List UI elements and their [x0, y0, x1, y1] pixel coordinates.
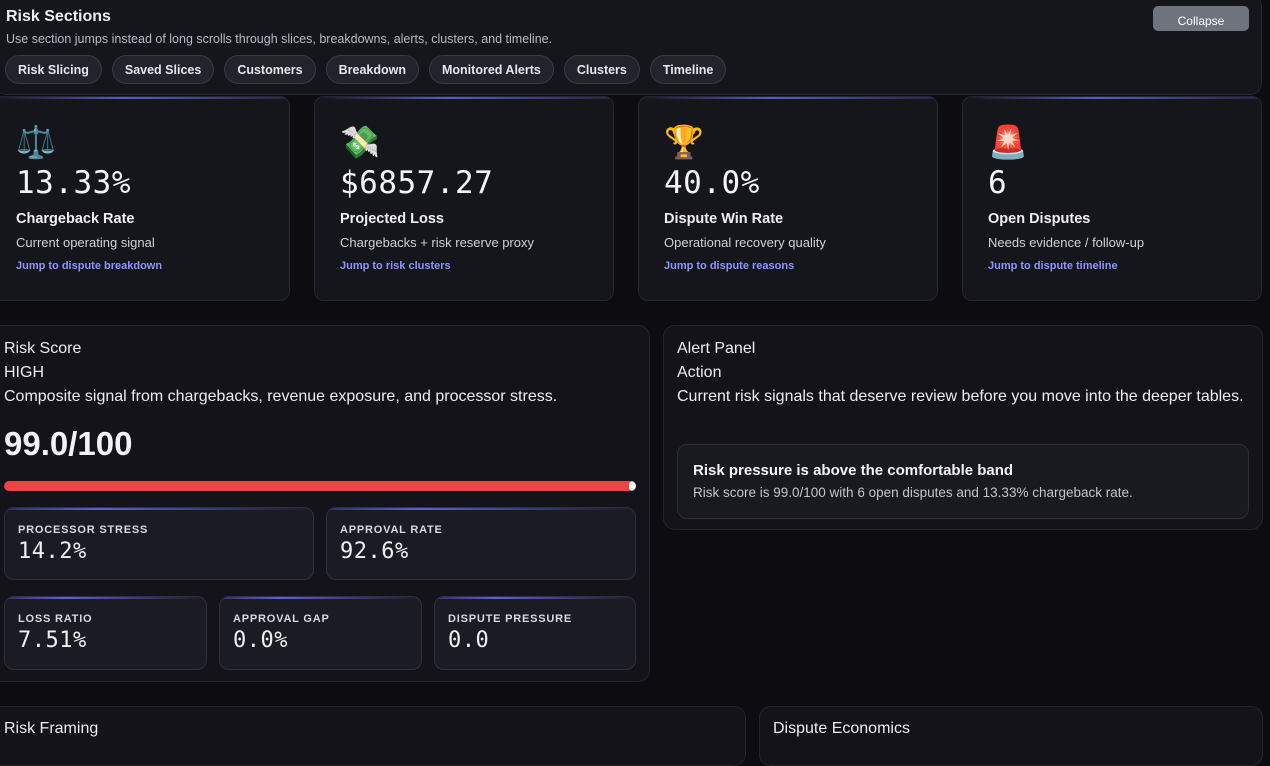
metric-label: PROCESSOR STRESS — [18, 524, 149, 536]
metric-dispute-pressure: DISPUTE PRESSURE 0.0 — [434, 596, 636, 670]
kpi-card-chargeback-rate: ⚖️ 13.33% Chargeback Rate Current operat… — [0, 96, 290, 301]
kpi-value: 40.0% — [664, 165, 760, 201]
kpi-description: Operational recovery quality — [664, 235, 826, 250]
kpi-label: Chargeback Rate — [16, 211, 135, 227]
metric-label: LOSS RATIO — [18, 613, 93, 625]
metric-value: 7.51% — [18, 628, 87, 653]
sections-subtitle: Use section jumps instead of long scroll… — [6, 32, 553, 46]
scales-icon: ⚖️ — [16, 124, 56, 160]
kpi-value: $6857.27 — [340, 165, 494, 201]
metric-value: 0.0% — [233, 628, 288, 653]
metric-value: 14.2% — [18, 539, 87, 564]
kpi-label: Dispute Win Rate — [664, 211, 784, 227]
kpi-description: Current operating signal — [16, 235, 155, 250]
chip-customers[interactable]: Customers — [224, 55, 316, 84]
metric-loss-ratio: LOSS RATIO 7.51% — [4, 596, 207, 670]
sections-title: Risk Sections — [6, 8, 111, 25]
alert-body: Risk score is 99.0/100 with 6 open dispu… — [693, 485, 1133, 500]
trophy-icon: 🏆 — [664, 124, 704, 160]
risk-level: HIGH — [4, 364, 44, 381]
metric-label: DISPUTE PRESSURE — [448, 613, 573, 625]
metric-approval-gap: APPROVAL GAP 0.0% — [219, 596, 422, 670]
kpi-card-dispute-win-rate: 🏆 40.0% Dispute Win Rate Operational rec… — [638, 96, 938, 301]
metric-value: 92.6% — [340, 539, 409, 564]
jump-link[interactable]: Jump to risk clusters — [340, 260, 451, 272]
money-wings-icon: 💸 — [340, 124, 380, 160]
risk-score-bar-cap — [629, 481, 636, 491]
metric-approval-rate: APPROVAL RATE 92.6% — [326, 507, 636, 580]
risk-framing-panel — [0, 706, 746, 766]
metric-value: 0.0 — [448, 628, 490, 653]
metric-processor-stress: PROCESSOR STRESS 14.2% — [4, 507, 314, 580]
kpi-description: Needs evidence / follow-up — [988, 235, 1145, 250]
kpi-card-open-disputes: 🚨 6 Open Disputes Needs evidence / follo… — [962, 96, 1262, 301]
chip-timeline[interactable]: Timeline — [649, 55, 727, 84]
dispute-economics-title: Dispute Economics — [773, 720, 910, 737]
chip-breakdown[interactable]: Breakdown — [325, 55, 419, 84]
kpi-value: 6 — [988, 165, 1008, 201]
alert-card: Risk pressure is above the comfortable b… — [677, 444, 1249, 519]
risk-framing-title: Risk Framing — [4, 720, 99, 737]
jump-link[interactable]: Jump to dispute reasons — [664, 260, 795, 272]
alert-panel-title: Alert Panel — [677, 340, 756, 357]
chip-risk-slicing[interactable]: Risk Slicing — [5, 55, 102, 84]
metric-label: APPROVAL GAP — [233, 613, 330, 625]
kpi-label: Projected Loss — [340, 211, 444, 227]
alert-title: Risk pressure is above the comfortable b… — [693, 462, 1014, 479]
metric-label: APPROVAL RATE — [340, 524, 443, 536]
alert-panel-subtitle: Action — [677, 364, 722, 381]
kpi-label: Open Disputes — [988, 211, 1091, 227]
kpi-description: Chargebacks + risk reserve proxy — [340, 235, 534, 250]
kpi-value: 13.33% — [16, 165, 131, 201]
risk-score-bar — [4, 481, 636, 491]
chip-saved-slices[interactable]: Saved Slices — [111, 55, 215, 84]
risk-score-description: Composite signal from chargebacks, reven… — [4, 388, 558, 405]
section-jump-chips: Risk Slicing Saved Slices Customers Brea… — [5, 55, 727, 84]
risk-score-title: Risk Score — [4, 340, 82, 357]
risk-score-value: 99.0/100 — [4, 425, 133, 462]
kpi-card-projected-loss: 💸 $6857.27 Projected Loss Chargebacks + … — [314, 96, 614, 301]
jump-link[interactable]: Jump to dispute timeline — [988, 260, 1118, 272]
chip-clusters[interactable]: Clusters — [563, 55, 640, 84]
chip-monitored-alerts[interactable]: Monitored Alerts — [429, 55, 554, 84]
siren-icon: 🚨 — [988, 124, 1028, 160]
collapse-button[interactable]: Collapse — [1153, 6, 1249, 31]
jump-link[interactable]: Jump to dispute breakdown — [16, 260, 163, 272]
risk-sections-panel: Risk Sections Use section jumps instead … — [0, 0, 1262, 95]
risk-score-bar-fill — [4, 481, 630, 491]
alert-panel-description: Current risk signals that deserve review… — [677, 388, 1244, 405]
